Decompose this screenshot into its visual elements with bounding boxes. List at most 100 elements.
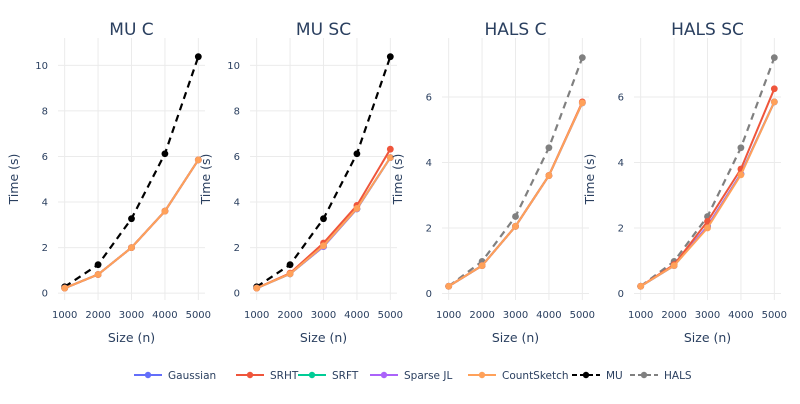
legend-item-srht: SRHT — [236, 370, 299, 382]
data-point-countsketch — [386, 154, 394, 162]
legend-label: CountSketch — [502, 370, 569, 382]
data-point-srht — [386, 145, 394, 153]
y-tick-label: 2 — [42, 243, 48, 254]
legend-item-gaussian: Gaussian — [134, 370, 216, 382]
data-point-countsketch — [61, 284, 69, 292]
data-point-countsketch — [478, 262, 486, 270]
x-tick-label: 2000 — [277, 310, 302, 321]
y-tick-label: 8 — [234, 106, 240, 117]
data-point-mu — [128, 215, 135, 223]
x-axis-title: Size (n) — [684, 330, 731, 345]
panel-title: MU SC — [296, 20, 351, 40]
legend-swatch-marker — [246, 371, 254, 379]
y-axis-title: Time (s) — [6, 154, 21, 206]
x-tick-label: 1000 — [436, 310, 461, 321]
data-point-mu — [286, 261, 294, 269]
legend-label: SRHT — [270, 370, 299, 382]
x-tick-label: 1000 — [244, 310, 269, 321]
panel-hals-sc: HALS SC 1000 2000 3000 4000 5000 0 2 4 6 Size (n) T… — [582, 20, 787, 345]
data-point-countsketch — [578, 99, 586, 107]
legend-swatch-marker — [640, 371, 648, 379]
data-point-countsketch — [353, 205, 361, 212]
y-tick-label: 2 — [618, 223, 624, 234]
x-tick-label: 3000 — [311, 310, 336, 321]
series-countsketch — [445, 99, 586, 290]
y-tick-label: 2 — [234, 243, 240, 254]
data-point-srht — [770, 85, 778, 93]
x-tick-label: 5000 — [186, 310, 211, 321]
y-axis-title: Time (s) — [390, 154, 405, 206]
data-point-hals — [512, 213, 519, 220]
x-tick-label: 4000 — [344, 310, 369, 321]
y-tick-label: 0 — [618, 289, 624, 300]
data-point-mu — [386, 53, 394, 61]
x-tick-label: 3000 — [695, 310, 720, 321]
y-tick-label: 4 — [618, 158, 624, 169]
x-tick-label: 2000 — [661, 310, 686, 321]
y-tick-label: 0 — [234, 289, 240, 300]
legend-label: HALS — [664, 370, 692, 382]
series-countsketch — [637, 98, 778, 290]
y-tick-label: 2 — [426, 223, 432, 234]
legend-item-srft: SRFT — [298, 370, 359, 382]
data-point-countsketch — [320, 242, 327, 250]
x-tick-label: 4000 — [728, 310, 753, 321]
panel-title: HALS SC — [671, 20, 744, 40]
y-axis-title: Time (s) — [198, 154, 213, 206]
x-tick-label: 5000 — [378, 310, 403, 321]
x-axis-title: Size (n) — [492, 330, 539, 345]
data-point-mu — [94, 261, 102, 269]
y-tick-label: 0 — [42, 289, 48, 300]
legend-label: MU — [606, 370, 623, 382]
legend-item-mu: MU — [572, 370, 623, 382]
data-point-countsketch — [94, 271, 102, 278]
data-point-mu — [194, 53, 202, 61]
y-tick-label: 6 — [426, 92, 432, 103]
legend-swatch-marker — [380, 371, 388, 379]
data-point-hals — [770, 54, 778, 62]
legend-swatch-marker — [582, 371, 590, 379]
data-point-countsketch — [670, 262, 678, 270]
legend-swatch-marker — [144, 371, 152, 379]
y-tick-label: 10 — [35, 61, 48, 72]
y-tick-label: 4 — [426, 158, 432, 169]
y-tick-label: 4 — [234, 198, 240, 209]
data-point-countsketch — [161, 207, 169, 215]
y-tick-label: 6 — [618, 92, 624, 103]
data-point-countsketch — [704, 224, 711, 232]
y-tick-label: 4 — [42, 198, 48, 209]
x-axis-title: Size (n) — [300, 330, 347, 345]
data-point-countsketch — [737, 171, 745, 179]
data-point-mu — [320, 215, 327, 223]
x-tick-label: 1000 — [628, 310, 653, 321]
legend-label: SRFT — [332, 370, 359, 382]
panel-mu-sc: MU SC 1000 2000 3000 4000 5000 0 2 4 6 8 10 Size (n)… — [198, 20, 403, 345]
series-hals — [637, 54, 778, 290]
data-point-countsketch — [128, 244, 135, 252]
data-point-countsketch — [637, 282, 645, 290]
legend-item-countsketch: CountSketch — [468, 370, 569, 382]
data-point-hals — [578, 54, 586, 62]
data-point-srht — [704, 218, 711, 225]
x-tick-label: 5000 — [570, 310, 595, 321]
y-tick-label: 8 — [42, 106, 48, 117]
data-point-mu — [161, 150, 169, 158]
data-point-hals — [545, 144, 553, 152]
data-point-hals — [737, 144, 745, 152]
series-countsketch — [61, 156, 202, 292]
y-tick-label: 10 — [227, 61, 240, 72]
panel-title: MU C — [109, 20, 153, 40]
y-axis-title: Time (s) — [582, 154, 597, 206]
series-countsketch — [253, 154, 394, 292]
x-tick-label: 4000 — [152, 310, 177, 321]
data-point-mu — [353, 150, 361, 158]
data-point-countsketch — [545, 172, 553, 179]
legend-label: Sparse JL — [404, 370, 452, 382]
legend-label: Gaussian — [168, 370, 216, 382]
legend-item-hals: HALS — [630, 370, 692, 382]
y-tick-label: 6 — [234, 152, 240, 163]
data-point-countsketch — [286, 270, 294, 278]
x-tick-label: 2000 — [85, 310, 110, 321]
